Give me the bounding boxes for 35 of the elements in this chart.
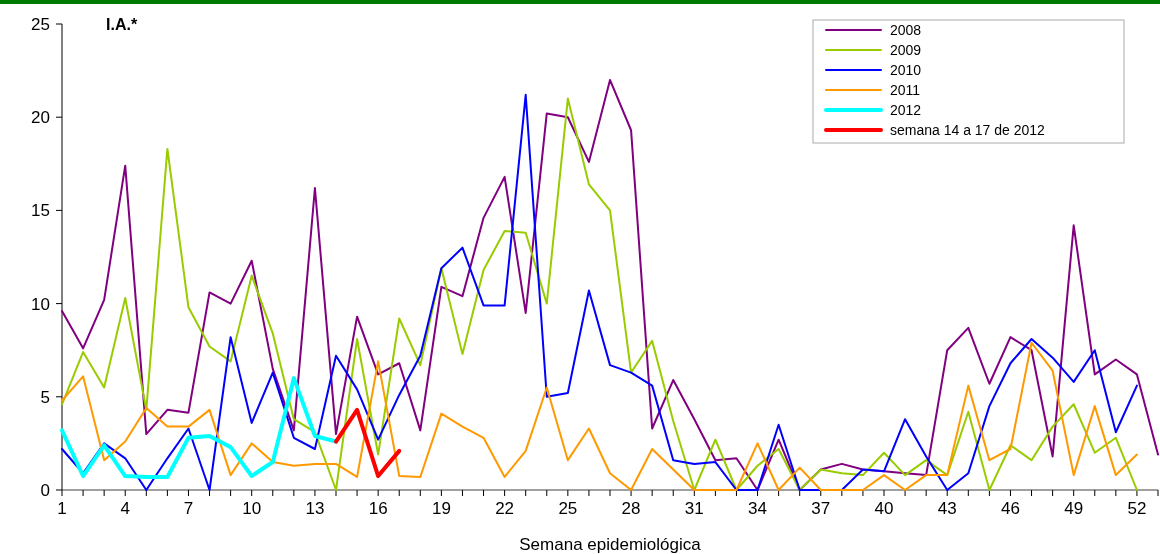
y-tick-label: 0	[40, 481, 50, 500]
x-tick-label: 43	[937, 499, 957, 518]
legend-label: 2011	[890, 82, 921, 98]
legend-label: 2012	[890, 102, 922, 118]
x-tick-label: 16	[368, 499, 388, 518]
x-tick-label: 13	[305, 499, 325, 518]
x-axis-title: Semana epidemiológica	[519, 535, 702, 554]
x-tick-label: 40	[874, 499, 894, 518]
x-tick-label: 28	[621, 499, 641, 518]
x-tick-label: 4	[120, 499, 130, 518]
x-tick-label: 10	[242, 499, 262, 518]
y-tick-label: 5	[40, 387, 50, 407]
line-series	[334, 407, 402, 479]
legend-label: 2008	[890, 22, 922, 38]
y-tick-label: 20	[31, 108, 50, 128]
x-tick-label: 52	[1127, 499, 1147, 518]
x-tick-label: 22	[495, 499, 515, 518]
y-tick-label: 10	[31, 294, 50, 314]
line-series	[60, 376, 338, 479]
legend-label: 2009	[890, 42, 922, 58]
x-tick-label: 37	[811, 499, 831, 518]
line-series	[61, 341, 1138, 491]
x-tick-label: 31	[684, 499, 704, 518]
x-tick-label: 25	[558, 499, 578, 518]
legend-label: semana 14 a 17 de 2012	[890, 122, 1046, 138]
chart-title: I.A.*	[106, 16, 138, 33]
x-tick-label: 34	[748, 499, 767, 518]
y-tick-label: 15	[31, 201, 50, 221]
y-tick-label: 25	[31, 15, 50, 34]
x-tick-label: 7	[183, 499, 194, 518]
x-tick-label: 49	[1064, 499, 1084, 518]
x-tick-label: 19	[431, 499, 451, 518]
x-tick-label: 46	[1001, 499, 1020, 518]
x-tick-label: 1	[57, 499, 67, 518]
legend-label: 2010	[890, 62, 922, 78]
